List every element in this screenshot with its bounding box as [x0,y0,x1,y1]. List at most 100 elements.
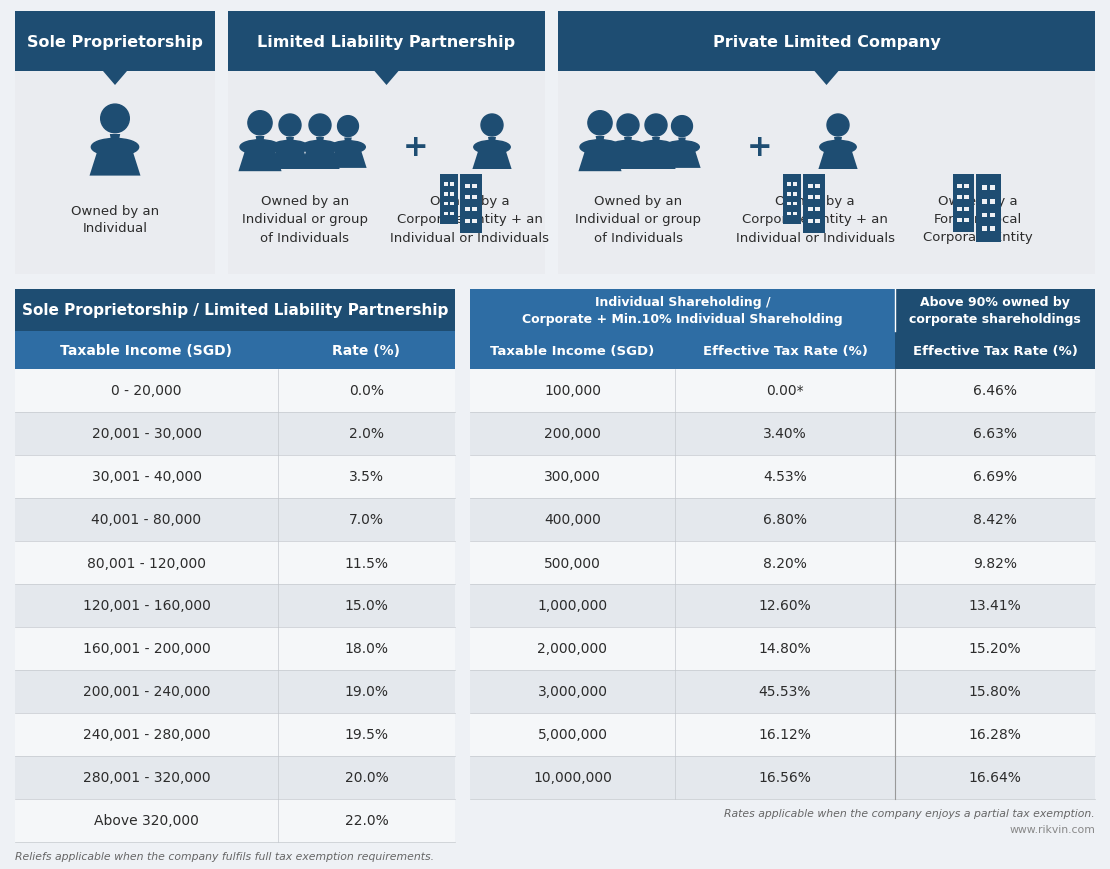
FancyBboxPatch shape [16,713,455,756]
Text: Above 90% owned by
corporate shareholdings: Above 90% owned by corporate shareholdin… [909,295,1081,326]
Polygon shape [664,152,700,169]
FancyBboxPatch shape [444,202,448,206]
FancyBboxPatch shape [16,455,455,499]
FancyBboxPatch shape [976,175,1001,243]
FancyBboxPatch shape [470,584,895,627]
FancyBboxPatch shape [16,369,455,413]
Text: 240,001 - 280,000: 240,001 - 280,000 [82,727,210,741]
Polygon shape [818,152,858,169]
FancyBboxPatch shape [787,193,791,196]
FancyBboxPatch shape [895,541,1094,584]
FancyBboxPatch shape [815,184,820,189]
FancyBboxPatch shape [444,213,448,216]
FancyBboxPatch shape [16,332,278,369]
Polygon shape [374,72,398,86]
Text: Owned by a
Foreign/Local
Corporate Entity: Owned by a Foreign/Local Corporate Entit… [924,196,1033,244]
Circle shape [481,115,503,136]
Polygon shape [608,152,647,169]
FancyBboxPatch shape [895,369,1094,413]
Ellipse shape [302,142,339,155]
Text: Owned by an
Individual or group
of Individuals: Owned by an Individual or group of Indiv… [575,196,702,244]
Text: Private Limited Company: Private Limited Company [713,35,940,50]
Text: 3.40%: 3.40% [764,427,807,441]
Text: 300,000: 300,000 [544,470,601,484]
FancyBboxPatch shape [451,183,454,187]
FancyBboxPatch shape [472,220,477,223]
Text: 45.53%: 45.53% [759,685,811,699]
Text: 20.0%: 20.0% [344,771,388,785]
Circle shape [279,115,301,136]
FancyBboxPatch shape [451,193,454,196]
Text: Effective Tax Rate (%): Effective Tax Rate (%) [703,344,867,357]
Circle shape [617,115,639,136]
FancyBboxPatch shape [958,208,962,211]
FancyBboxPatch shape [965,184,969,189]
Text: Taxable Income (SGD): Taxable Income (SGD) [61,343,232,357]
FancyBboxPatch shape [461,175,482,233]
FancyBboxPatch shape [558,72,1094,275]
Text: 0.00*: 0.00* [766,384,804,398]
Ellipse shape [581,141,620,155]
Circle shape [672,116,693,137]
FancyBboxPatch shape [794,183,797,187]
FancyBboxPatch shape [451,213,454,216]
Circle shape [309,115,331,136]
Text: 280,001 - 320,000: 280,001 - 320,000 [82,771,210,785]
Polygon shape [316,138,324,143]
FancyBboxPatch shape [981,227,987,232]
Text: 8.20%: 8.20% [763,556,807,570]
FancyBboxPatch shape [444,183,448,187]
Text: Reliefs applicable when the company fulfils full tax exemption requirements.: Reliefs applicable when the company fulf… [16,851,434,861]
Text: Owned by an
Individual: Owned by an Individual [71,204,159,235]
Text: Rates applicable when the company enjoys a partial tax exemption.: Rates applicable when the company enjoys… [724,808,1094,818]
Circle shape [337,116,359,137]
Text: 3,000,000: 3,000,000 [537,685,607,699]
Polygon shape [624,138,632,143]
Circle shape [827,115,849,136]
Text: 6.46%: 6.46% [973,384,1017,398]
FancyBboxPatch shape [981,213,987,218]
FancyBboxPatch shape [470,455,895,499]
Polygon shape [255,136,264,143]
Polygon shape [578,153,622,172]
FancyBboxPatch shape [965,219,969,223]
Text: 15.20%: 15.20% [969,642,1021,656]
Text: 16.56%: 16.56% [758,771,811,785]
Text: 200,001 - 240,000: 200,001 - 240,000 [83,685,210,699]
FancyBboxPatch shape [981,186,987,191]
FancyBboxPatch shape [470,627,895,670]
FancyBboxPatch shape [808,184,813,189]
Text: 15.0%: 15.0% [344,599,388,613]
Text: 0.0%: 0.0% [349,384,384,398]
Text: Owned by an
Individual or group
of Individuals: Owned by an Individual or group of Indiv… [242,196,369,244]
Text: 7.0%: 7.0% [349,513,384,527]
Ellipse shape [91,139,139,156]
FancyBboxPatch shape [470,289,895,332]
FancyBboxPatch shape [472,196,477,200]
FancyBboxPatch shape [470,499,895,541]
FancyBboxPatch shape [465,184,470,189]
Text: 11.5%: 11.5% [344,556,388,570]
Text: Sole Proprietorship: Sole Proprietorship [27,35,203,50]
Polygon shape [286,138,294,143]
Text: 30,001 - 40,000: 30,001 - 40,000 [91,470,202,484]
FancyBboxPatch shape [16,584,455,627]
FancyBboxPatch shape [895,332,1094,369]
FancyBboxPatch shape [16,756,455,799]
FancyBboxPatch shape [787,183,791,187]
Ellipse shape [240,141,280,155]
FancyBboxPatch shape [470,756,895,799]
Text: Sole Proprietorship / Limited Liability Partnership: Sole Proprietorship / Limited Liability … [22,303,448,318]
FancyBboxPatch shape [228,12,545,72]
Text: 12.60%: 12.60% [758,599,811,613]
Text: +: + [747,133,773,163]
FancyBboxPatch shape [472,184,477,189]
Circle shape [588,111,612,136]
FancyBboxPatch shape [895,413,1094,455]
Ellipse shape [665,142,699,154]
FancyBboxPatch shape [465,208,470,212]
Text: +: + [403,133,428,163]
FancyBboxPatch shape [794,193,797,196]
FancyBboxPatch shape [470,413,895,455]
FancyBboxPatch shape [895,627,1094,670]
